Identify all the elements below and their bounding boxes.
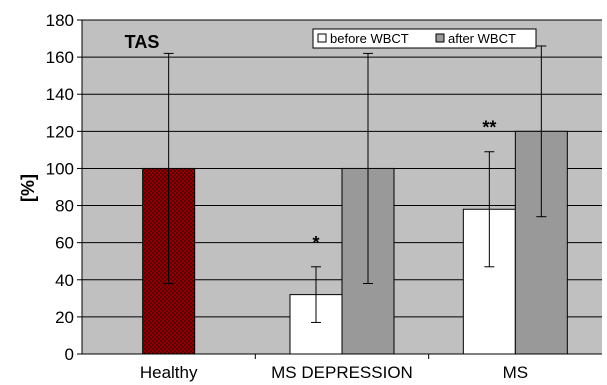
y-tick-label: 120	[46, 122, 74, 141]
legend-swatch-after	[435, 33, 445, 43]
y-tick-label: 80	[55, 197, 74, 216]
y-tick-label: 140	[46, 85, 74, 104]
legend-swatch-before	[317, 33, 327, 43]
category-label: Healthy	[140, 363, 198, 382]
y-tick-label: 180	[46, 11, 74, 30]
y-tick-label: 0	[65, 345, 74, 364]
y-tick-label: 20	[55, 308, 74, 327]
y-tick-label: 100	[46, 159, 74, 178]
y-axis-label: [%]	[18, 174, 38, 202]
error-bars	[163, 45, 547, 323]
category-label: MS	[503, 363, 529, 382]
significance-marker: **	[482, 118, 496, 138]
legend: before WBCT after WBCT	[312, 28, 537, 49]
y-tick-label: 60	[55, 234, 74, 253]
legend-label-before: before WBCT	[330, 31, 409, 46]
y-tick-label: 40	[55, 271, 74, 290]
tas-annotation: TAS	[125, 32, 160, 52]
significance-marker: *	[312, 233, 319, 253]
legend-label-after: after WBCT	[448, 31, 516, 46]
category-labels: Healthy MS DEPRESSION MS	[140, 363, 528, 382]
category-label: MS DEPRESSION	[271, 363, 413, 382]
y-tick-label: 160	[46, 48, 74, 67]
legend-box	[312, 28, 537, 49]
significance-markers: ***	[312, 118, 496, 253]
